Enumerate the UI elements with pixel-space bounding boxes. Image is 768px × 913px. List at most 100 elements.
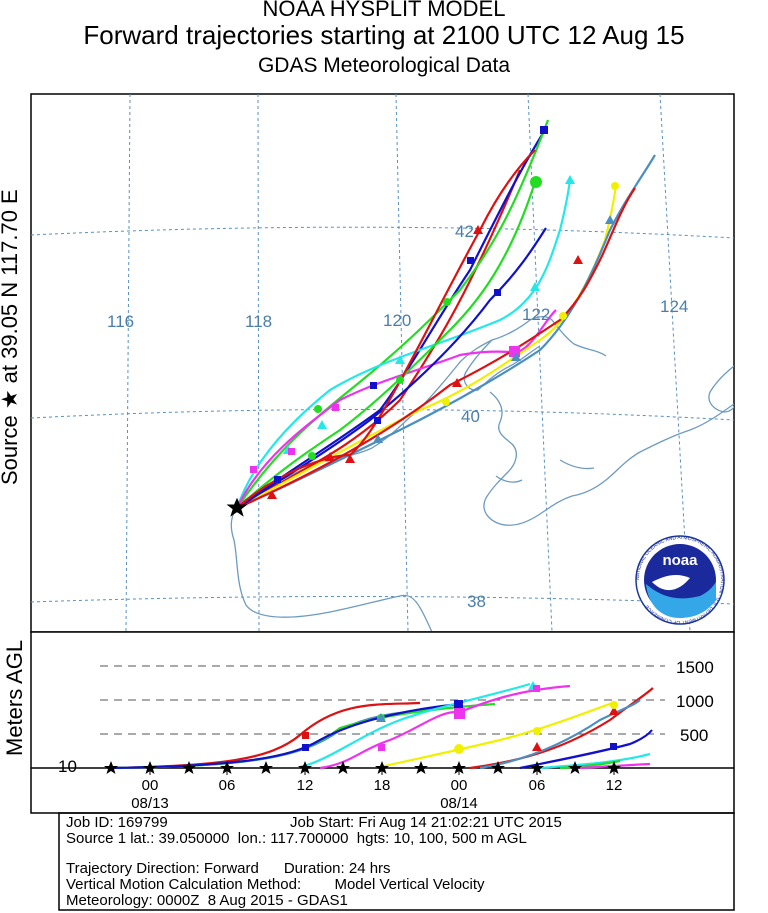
height-profile-yellow — [379, 700, 616, 769]
marker-magenta-square — [288, 448, 295, 455]
lon-label: 120 — [383, 311, 411, 330]
trajectory-markers — [250, 126, 619, 499]
height-profile-magenta — [319, 684, 571, 770]
marker-red-square — [302, 732, 309, 739]
marker-cyan-triangle — [565, 175, 575, 184]
marker-green-circle — [314, 405, 322, 413]
map-panel: 116 118 120 122 124 42 40 38 noaa NATION… — [30, 93, 735, 633]
marker-yellow-circle — [559, 312, 567, 320]
height-profile-blue-2 — [519, 729, 653, 770]
height-profile-blue — [109, 702, 461, 770]
marker-steelblue-triangle — [511, 352, 521, 361]
time-star-icon — [491, 761, 505, 774]
height-profiles — [109, 682, 654, 770]
marker-magenta-square — [509, 346, 520, 357]
marker-blue-square — [374, 417, 381, 424]
time-star-icon — [259, 761, 273, 774]
marker-green-circle — [443, 298, 451, 306]
trajectory-green-1 — [236, 119, 550, 509]
info-vertical-motion: Vertical Motion Calculation Method: Mode… — [66, 876, 485, 893]
marker-green-circle — [308, 452, 316, 460]
height-level-label: 1500 — [676, 658, 714, 677]
marker-red-triangle — [452, 378, 462, 387]
info-meteorology: Meteorology: 0000Z 8 Aug 2015 - GDAS1 — [66, 892, 348, 909]
marker-yellow-circle — [442, 398, 450, 406]
time-star-icon — [298, 761, 312, 774]
time-star-icon — [568, 761, 582, 774]
trajectory-magenta-1 — [236, 309, 557, 509]
info-job-start: Job Start: Fri Aug 14 21:02:21 UTC 2015 — [290, 814, 562, 831]
height-profile-cyan-2 — [539, 752, 651, 770]
time-star-icon — [452, 761, 466, 774]
marker-yellow-circle — [611, 182, 619, 190]
info-job-id: Job ID: 169799 — [66, 814, 168, 831]
marker-red-triangle — [325, 452, 335, 461]
marker-steelblue-triangle — [605, 215, 615, 224]
marker-magenta-square — [332, 404, 339, 411]
lon-label: 122 — [522, 305, 550, 324]
time-tick-label: 12 — [606, 777, 623, 794]
lat-label: 42 — [455, 222, 474, 241]
info-direction: Trajectory Direction: Forward Duration: … — [66, 860, 391, 877]
marker-red-triangle — [532, 742, 542, 751]
height-markers — [302, 681, 619, 754]
time-star-icon — [530, 761, 544, 774]
noaa-logo: noaa NATIONAL OCEANIC AND ATMOSPHERIC AD… — [635, 535, 725, 625]
height-profile-steelblue-2 — [479, 699, 641, 770]
time-tick-label: 18 — [374, 777, 391, 794]
marker-blue-square — [274, 476, 281, 483]
height-axis-label: Meters AGL — [2, 640, 27, 756]
marker-cyan-triangle — [530, 282, 540, 291]
marker-magenta-square — [454, 708, 465, 719]
height-profile-green-2 — [559, 759, 621, 770]
marker-yellow-circle — [454, 744, 464, 754]
height-level-label: 500 — [680, 726, 708, 745]
time-star-row — [104, 761, 621, 774]
marker-red-triangle — [609, 706, 619, 715]
marker-yellow-circle — [610, 701, 618, 709]
marker-yellow-circle — [533, 727, 541, 735]
trajectory-steelblue-1 — [236, 154, 656, 510]
time-star-icon — [182, 761, 196, 774]
date-label: 08/13 — [131, 795, 169, 812]
time-tick-label: 06 — [529, 777, 546, 794]
marker-steelblue-triangle — [373, 434, 383, 443]
marker-green-circle — [530, 176, 542, 188]
marker-magenta-square — [378, 744, 385, 751]
lon-label: 124 — [660, 297, 688, 316]
marker-magenta-square — [250, 466, 257, 473]
marker-red-triangle — [267, 490, 277, 499]
marker-magenta-square — [533, 685, 540, 692]
height-level-label: 1000 — [676, 692, 714, 711]
time-star-icon — [104, 761, 118, 774]
marker-blue-square — [467, 257, 474, 264]
time-star-icon — [336, 761, 350, 774]
height-base-label: 10 — [58, 757, 77, 776]
marker-steelblue-triangle — [376, 713, 386, 722]
trajectory-red-3 — [236, 149, 536, 509]
marker-blue-square — [494, 289, 501, 296]
marker-red-triangle — [473, 225, 483, 234]
lat-label: 40 — [461, 407, 480, 426]
lat-label: 38 — [467, 592, 486, 611]
title-trajectories: Forward trajectories starting at 2100 UT… — [83, 20, 685, 50]
trajectory-lines — [235, 119, 656, 510]
info-panel — [58, 812, 735, 911]
height-profile-cyan — [299, 682, 531, 769]
marker-cyan-triangle — [395, 355, 405, 364]
source-location-label: Source ★ at 39.05 N 117.70 E — [0, 189, 22, 485]
marker-red-triangle — [573, 255, 583, 264]
time-tick-label: 06 — [219, 777, 236, 794]
time-tick-label: 00 — [451, 777, 468, 794]
marker-green-circle — [396, 376, 404, 384]
marker-blue-square — [540, 126, 548, 134]
marker-blue-square — [302, 744, 309, 751]
lon-label: 116 — [107, 312, 134, 331]
time-star-icon — [143, 761, 157, 774]
time-tick-label: 00 — [142, 777, 159, 794]
source-star-icon — [226, 497, 248, 517]
title-meteorology: GDAS Meteorological Data — [257, 54, 511, 77]
lon-label: 118 — [245, 312, 272, 331]
height-panel: 1500 1000 500 10 Meters AGL — [2, 631, 735, 814]
